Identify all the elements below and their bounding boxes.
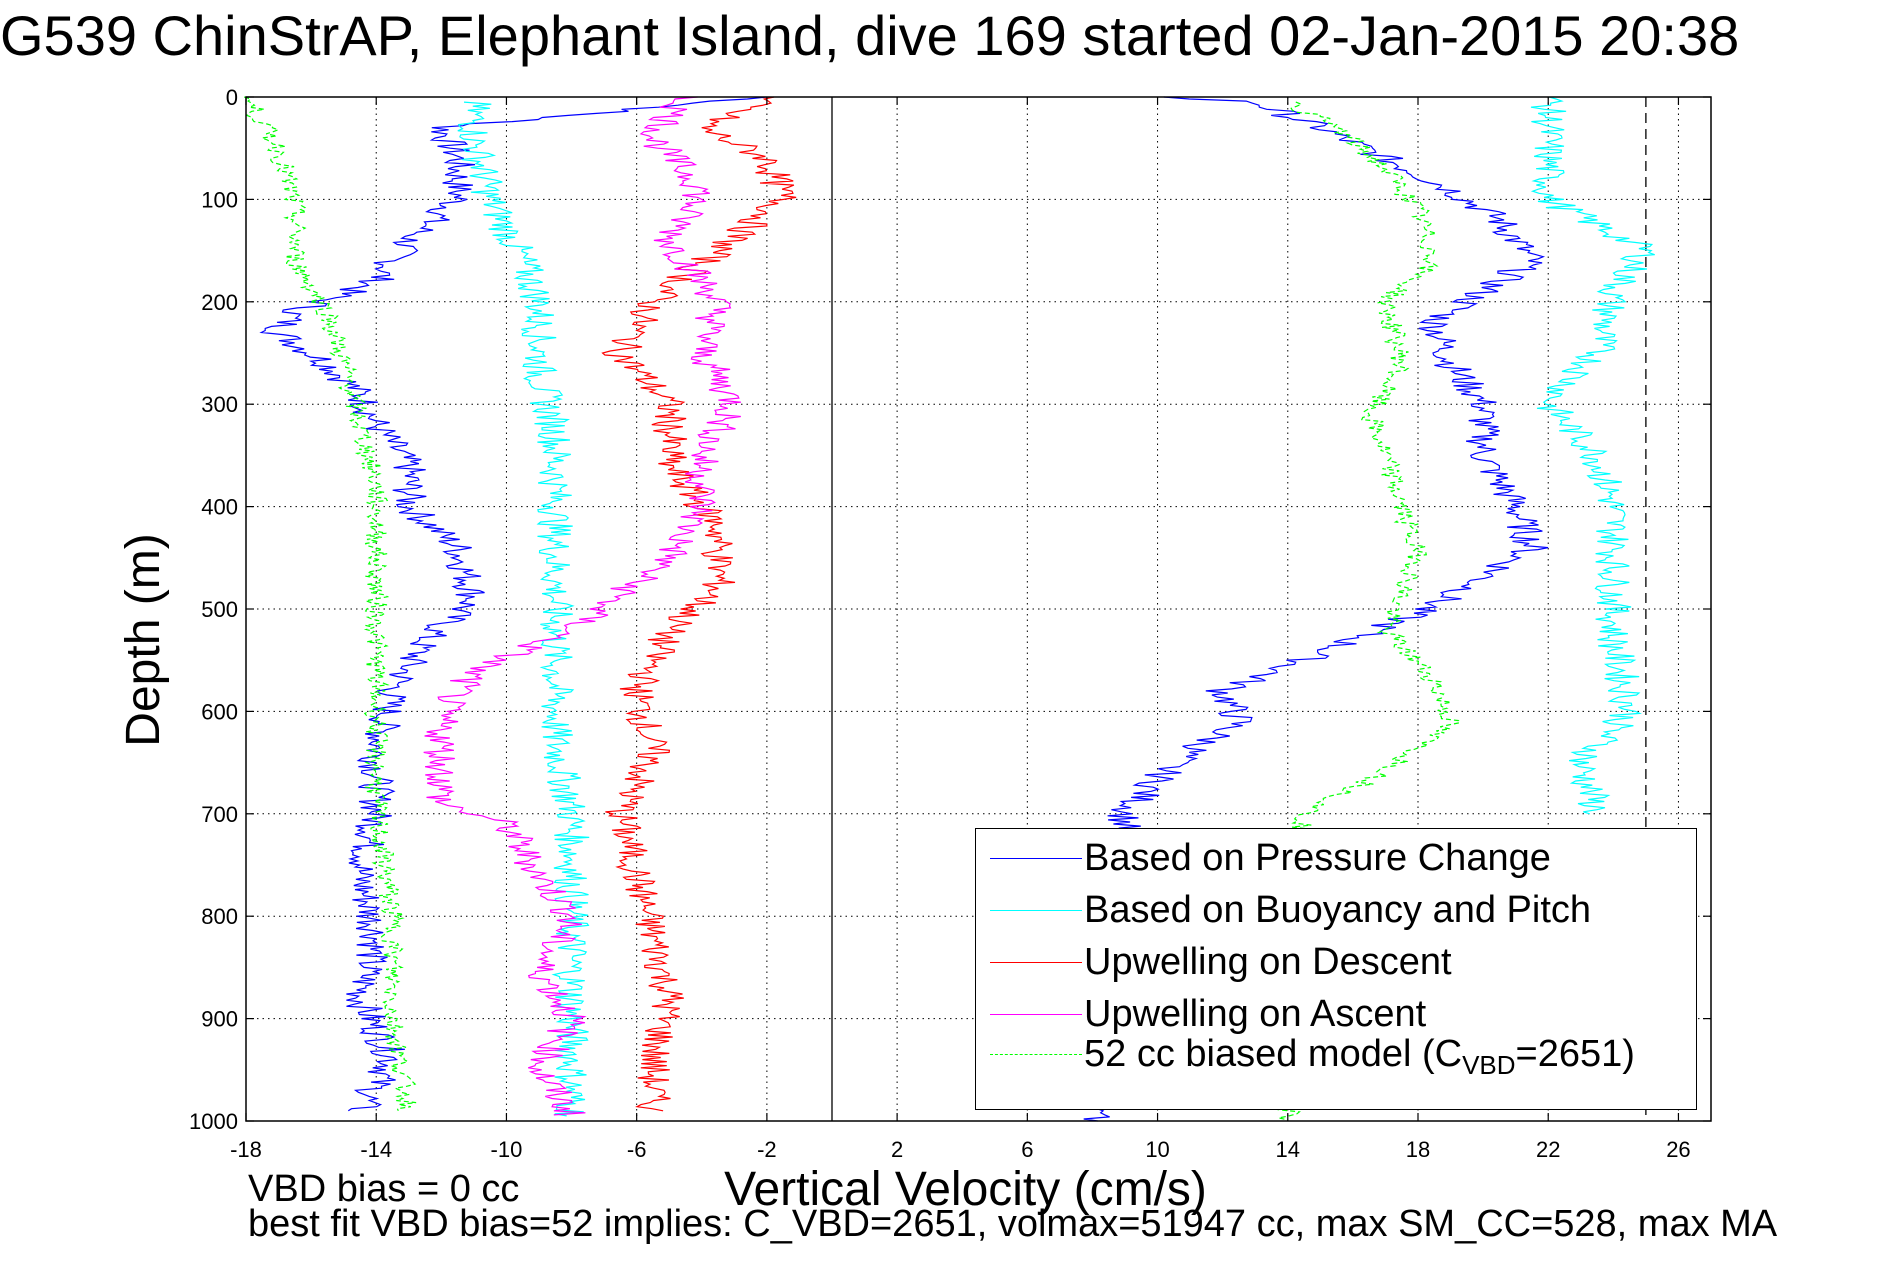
x-tick-label: -18: [230, 1137, 262, 1162]
x-tick-labels: -18 -14 -10 -6 -2 2 6 10 14 18 22 26: [230, 1137, 1691, 1162]
legend-swatch-upwelling-descent: [990, 962, 1082, 963]
vbd-bias-note: VBD bias = 0 cc: [248, 1168, 520, 1210]
legend-label-pressure-change: Based on Pressure Change: [1084, 837, 1551, 879]
legend: Based on Pressure Change Based on Buoyan…: [975, 828, 1697, 1110]
x-tick-label: 2: [891, 1137, 903, 1162]
legend-label-biased-model-suffix: =2651): [1515, 1033, 1635, 1075]
legend-item-upwelling-ascent: Upwelling on Ascent: [976, 989, 1696, 1039]
y-tick-label: 900: [201, 1007, 238, 1032]
legend-label-biased-model-sub: VBD: [1462, 1050, 1516, 1080]
legend-swatch-biased-model: [990, 1054, 1082, 1055]
x-axis-label: Vertical Velocity (cm/s): [724, 1163, 1207, 1216]
legend-label-biased-model-text: 52 cc biased model (C: [1084, 1033, 1463, 1075]
series-line-5: [423, 96, 741, 1116]
x-tick-label: 6: [1021, 1137, 1033, 1162]
legend-item-buoyancy-pitch: Based on Buoyancy and Pitch: [976, 885, 1696, 935]
y-tick-label: 0: [226, 85, 238, 110]
legend-label-biased-model: 52 cc biased model (CVBD=2651): [1084, 1035, 1635, 1078]
y-tick-label: 400: [201, 495, 238, 520]
y-tick-label: 600: [201, 699, 238, 724]
series-line-0: [259, 96, 767, 1112]
y-tick-label: 1000: [189, 1109, 238, 1134]
y-tick-label: 200: [201, 290, 238, 315]
axis-ticks: [245, 96, 1711, 1122]
y-tick-label: 100: [201, 187, 238, 212]
x-tick-label: 22: [1536, 1137, 1560, 1162]
y-tick-label: 700: [201, 802, 238, 827]
y-tick-labels: 0 100 200 300 400 500 600 700 800 900 1000: [189, 85, 238, 1134]
legend-item-upwelling-descent: Upwelling on Descent: [976, 937, 1696, 987]
x-tick-label: -6: [627, 1137, 647, 1162]
y-tick-label: 500: [201, 597, 238, 622]
series-line-6: [244, 96, 417, 1112]
x-tick-label: -10: [491, 1137, 523, 1162]
x-tick-label: 14: [1276, 1137, 1300, 1162]
x-tick-label: 18: [1406, 1137, 1430, 1162]
legend-label-upwelling-descent: Upwelling on Descent: [1084, 941, 1452, 983]
legend-item-biased-model: 52 cc biased model (CVBD=2651): [976, 1029, 1696, 1079]
x-tick-label: 10: [1145, 1137, 1169, 1162]
x-tick-label: -14: [360, 1137, 392, 1162]
legend-swatch-pressure-change: [990, 858, 1082, 859]
x-tick-label: 26: [1666, 1137, 1690, 1162]
x-tick-label: -2: [757, 1137, 777, 1162]
legend-swatch-buoyancy-pitch: [990, 910, 1082, 911]
y-tick-label: 300: [201, 392, 238, 417]
y-tick-label: 800: [201, 904, 238, 929]
chart-title: G539 ChinStrAP, Elephant Island, dive 16…: [0, 4, 1740, 67]
legend-label-buoyancy-pitch: Based on Buoyancy and Pitch: [1084, 889, 1592, 931]
legend-label-upwelling-ascent: Upwelling on Ascent: [1084, 993, 1427, 1035]
series-line-2: [457, 101, 590, 1117]
series-line-3: [1530, 96, 1655, 815]
y-axis-label: Depth (m): [117, 533, 170, 747]
best-fit-note: best fit VBD bias=52 implies: C_VBD=2651…: [248, 1203, 1778, 1245]
legend-swatch-upwelling-ascent: [990, 1014, 1082, 1015]
legend-item-pressure-change: Based on Pressure Change: [976, 833, 1696, 883]
